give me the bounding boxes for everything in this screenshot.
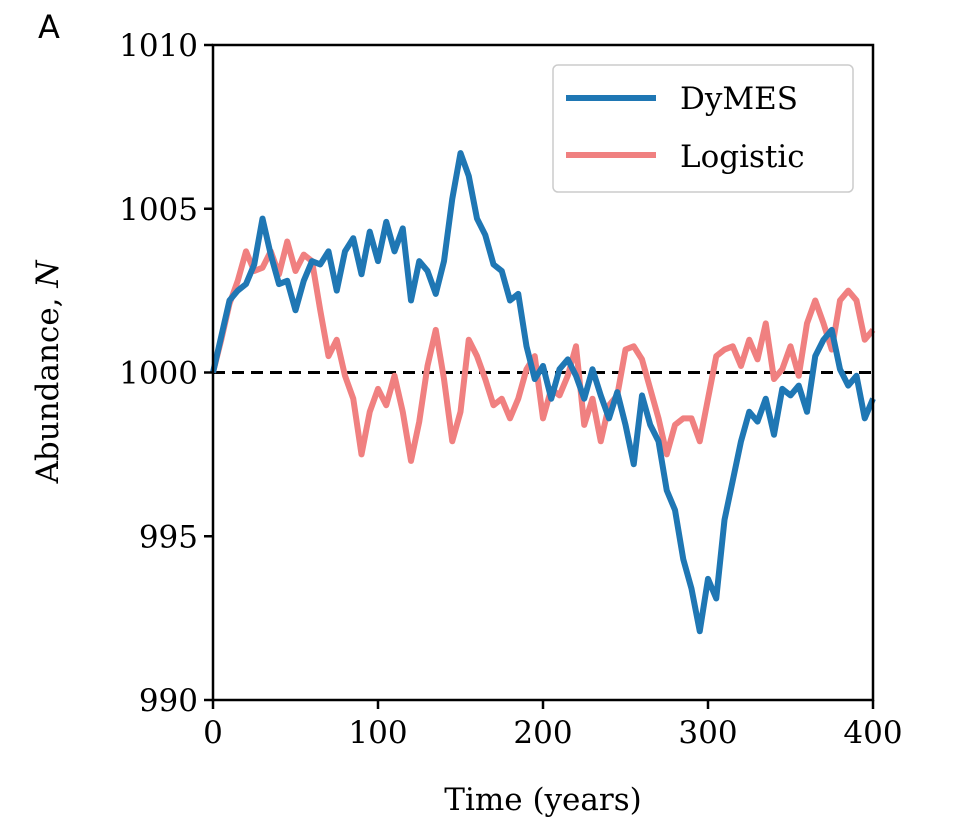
y-tick-label: 995 [139, 519, 198, 555]
x-tick-label: 200 [513, 715, 572, 751]
y-axis-label-text: Abundance, [30, 288, 66, 485]
y-axis-label-symbol: N [30, 259, 66, 289]
x-tick-label: 400 [843, 715, 902, 751]
series-line-dymes [210, 150, 876, 635]
y-tick-label: 990 [139, 683, 198, 719]
x-tick-label: 0 [203, 715, 223, 751]
legend-label-dymes: DyMES [680, 81, 798, 117]
legend: DyMES Logistic [552, 64, 854, 193]
series-line-logistic [210, 238, 876, 464]
y-tick-label: 1005 [119, 192, 198, 228]
x-tick-label: 100 [348, 715, 407, 751]
panel-label: A [38, 8, 60, 46]
x-axis: 0 100 200 300 400 [203, 700, 903, 751]
series-group [210, 150, 876, 635]
y-axis-label: Abundance, N [30, 259, 66, 485]
legend-label-logistic: Logistic [680, 139, 805, 175]
x-tick-label: 300 [678, 715, 737, 751]
y-axis: 990 995 1000 1005 1010 [119, 28, 213, 719]
x-axis-label: Time (years) [444, 782, 641, 818]
y-tick-label: 1010 [119, 28, 198, 64]
y-tick-label: 1000 [119, 356, 198, 392]
